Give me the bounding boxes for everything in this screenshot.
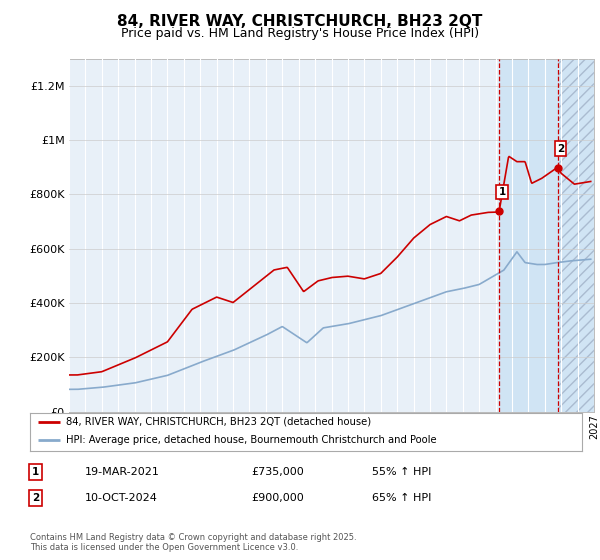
Text: 19-MAR-2021: 19-MAR-2021	[85, 467, 160, 477]
Text: 84, RIVER WAY, CHRISTCHURCH, BH23 2QT: 84, RIVER WAY, CHRISTCHURCH, BH23 2QT	[118, 14, 482, 29]
Text: £735,000: £735,000	[251, 467, 304, 477]
Text: 2: 2	[32, 493, 39, 503]
Text: 2: 2	[557, 143, 564, 153]
Bar	[557, 59, 594, 412]
Text: 1: 1	[499, 187, 506, 197]
Text: 10-OCT-2024: 10-OCT-2024	[85, 493, 158, 503]
Text: 55% ↑ HPI: 55% ↑ HPI	[372, 467, 431, 477]
Text: Price paid vs. HM Land Registry's House Price Index (HPI): Price paid vs. HM Land Registry's House …	[121, 27, 479, 40]
Text: 65% ↑ HPI: 65% ↑ HPI	[372, 493, 431, 503]
Text: HPI: Average price, detached house, Bournemouth Christchurch and Poole: HPI: Average price, detached house, Bour…	[66, 435, 437, 445]
Bar	[499, 59, 557, 412]
Bar	[557, 59, 594, 412]
Text: 1: 1	[32, 467, 39, 477]
Text: £900,000: £900,000	[251, 493, 304, 503]
Text: Contains HM Land Registry data © Crown copyright and database right 2025.
This d: Contains HM Land Registry data © Crown c…	[30, 533, 356, 552]
Text: 84, RIVER WAY, CHRISTCHURCH, BH23 2QT (detached house): 84, RIVER WAY, CHRISTCHURCH, BH23 2QT (d…	[66, 417, 371, 427]
